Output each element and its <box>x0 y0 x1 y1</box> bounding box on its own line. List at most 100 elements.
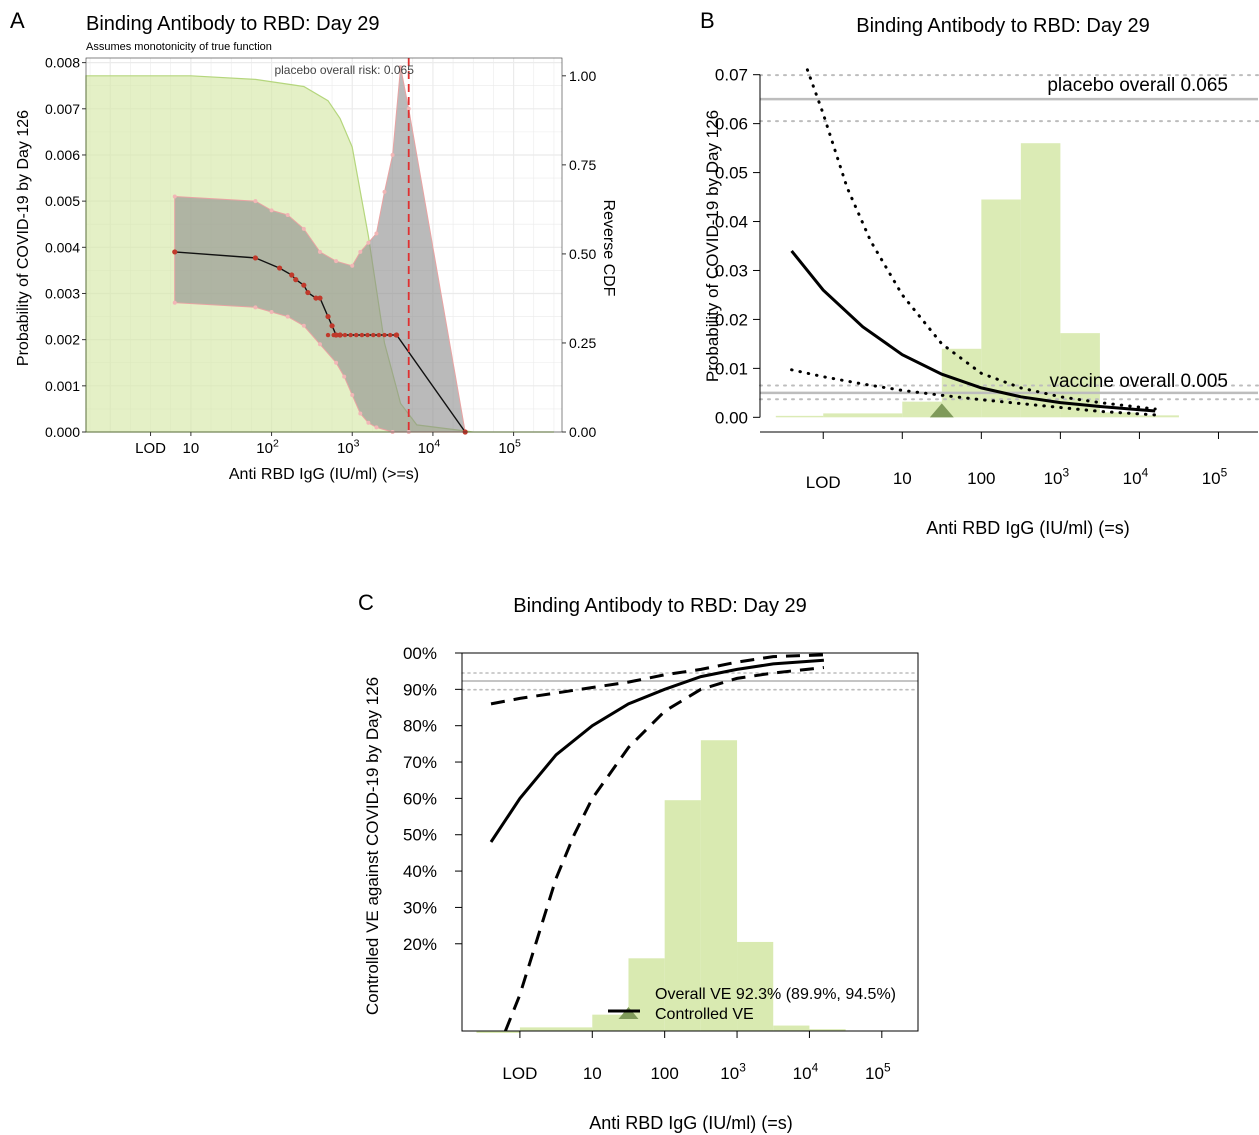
panel-c-y-tick-label: 40% <box>403 862 437 881</box>
panel-c-y-tick-label: 60% <box>403 789 437 808</box>
panel-c-x-tick-label: 103 <box>720 1060 746 1083</box>
panel-a-estimate-point <box>371 332 376 338</box>
panel-a-y-tick-label: 0.002 <box>45 332 80 348</box>
panel-a-ci-upper-point <box>172 194 177 199</box>
panel-a-estimate-point <box>337 332 342 338</box>
panel-a-ci-lower-point <box>301 323 306 328</box>
panel-a-ci-lower-point <box>374 425 379 430</box>
panel-a-ci-lower-point <box>317 342 322 347</box>
panel-a-estimate-point <box>313 295 319 301</box>
panel-b-letter: B <box>700 8 715 33</box>
panel-c-histogram-bar <box>519 1027 593 1031</box>
panel-a-estimate-point <box>329 323 335 329</box>
panel-c-y-tick-label: 70% <box>403 753 437 772</box>
panel-b-median-marker <box>929 403 954 418</box>
panel-c-border <box>461 652 919 1032</box>
panel-a-y-tick-label: 0.001 <box>45 378 80 394</box>
panel-a-estimate-point <box>348 332 353 338</box>
panel-a-ci-upper-point <box>317 249 322 254</box>
panel-c-y-tick-label: 50% <box>403 826 437 845</box>
panel-a-estimate-point <box>289 272 295 278</box>
panel-c-ci-upper-line <box>490 653 824 706</box>
panel-b-histogram-bar <box>823 413 903 418</box>
panel-a-estimate-point <box>305 289 311 296</box>
panel-b-ylabel: Probability of COVID-19 by Day 126 <box>703 110 722 382</box>
panel-a-ci-lower-point <box>334 360 339 365</box>
panel-a-y-tick-label: 0.004 <box>45 239 80 255</box>
panel-b-y-tick-label: 0.05 <box>715 164 748 183</box>
panel-b-x-tick-label: 104 <box>1123 465 1149 488</box>
panel-a-estimate-point <box>387 332 393 338</box>
panel-a-ci-upper-point <box>366 240 371 245</box>
panel-c-ylabel: Controlled VE against COVID-19 by Day 12… <box>363 677 382 1015</box>
panel-b-x-tick-label: 10 <box>893 469 912 488</box>
panel-a-estimate-point <box>277 265 283 271</box>
panel-b-histogram-bar <box>1099 412 1140 418</box>
panel-a-border <box>85 57 563 433</box>
panel-c-histogram-bar <box>700 740 738 1031</box>
panel-a-y2-tick-label: 0.25 <box>569 335 596 351</box>
panel-b-vaccine-label: vaccine overall 0.005 <box>1050 371 1229 392</box>
panel-a-letter: A <box>10 8 25 33</box>
panel-c-xlabel: Anti RBD IgG (IU/ml) (=s) <box>589 1113 793 1133</box>
panel-b-ci-lower-line <box>790 368 1157 417</box>
panel-a-ci-upper-point <box>374 231 379 236</box>
panel-c-y-tick-label: 30% <box>403 898 437 917</box>
panel-b-y-tick-label: 0.04 <box>715 213 748 232</box>
panel-a-estimate-point <box>354 332 359 338</box>
panel-c-histogram-bar <box>773 1025 810 1031</box>
panel-a-y-tick-label: 0.007 <box>45 101 80 117</box>
panel-b-y-tick-label: 0.00 <box>715 408 748 427</box>
panel-a-x-tick-label: 103 <box>337 437 360 457</box>
panel-a-ci-lower-point <box>358 411 363 416</box>
panel-a-estimate-point <box>359 332 365 338</box>
panel-a-estimate-point <box>365 332 370 338</box>
panel-b-histogram-bar <box>941 348 982 418</box>
panel-a-estimate-point <box>331 332 336 338</box>
panel-a-x-tick-label: 102 <box>256 437 279 457</box>
panel-c-y-tick-label: 90% <box>403 680 437 699</box>
panel-c-legend-overall: Overall VE 92.3% (89.9%, 94.5%) <box>655 986 896 1003</box>
panel-a-y-tick-label: 0.008 <box>45 55 80 71</box>
panel-c-histogram-bar <box>664 800 701 1031</box>
panel-b-histogram-bar <box>902 401 942 418</box>
panel-a-ci-upper-point <box>285 212 290 217</box>
panel-a-ci-upper-point <box>350 263 355 268</box>
panel-c-x-tick-label: 105 <box>865 1060 891 1083</box>
panel-a-y-tick-label: 0.000 <box>45 424 80 440</box>
panel-b-histogram-bar <box>775 415 824 418</box>
panel-b-histogram-bar <box>1020 143 1061 418</box>
panel-a-ci-lower-point <box>350 393 355 398</box>
panel-a-title: Binding Antibody to RBD: Day 29 <box>86 13 380 35</box>
panel-a-ci-upper-point <box>406 106 411 111</box>
panel-a-y2-tick-label: 0.75 <box>569 157 596 173</box>
panel-b-estimate-line <box>790 249 1156 413</box>
panel-c-histogram-bar <box>737 941 774 1031</box>
panel-b-xlabel: Anti RBD IgG (IU/ml) (=s) <box>926 518 1130 538</box>
panel-a-estimate-point <box>342 332 348 338</box>
panel-c-histogram-bar <box>809 1029 846 1032</box>
panel-a-ci-upper-point <box>334 259 339 264</box>
panel-b-histogram-bar <box>1139 415 1179 418</box>
panel-c-x-tick-label: 100 <box>650 1064 678 1083</box>
panel-c-estimate-line <box>489 658 825 843</box>
panel-a-y-tick-label: 0.005 <box>45 193 80 209</box>
panel-c: C Binding Antibody to RBD: Day 29 Overal… <box>358 590 919 1133</box>
panel-a-ci-upper-point <box>398 65 403 70</box>
panel-b-x-tick-label: 105 <box>1202 465 1228 488</box>
panel-a-x-tick-label: 105 <box>498 437 521 457</box>
panel-a-y-tick-label: 0.003 <box>45 285 80 301</box>
panel-a-ci-upper-point <box>358 249 363 254</box>
panel-a-estimate-point <box>376 332 382 338</box>
panel-c-y-tick-label: 20% <box>403 935 437 954</box>
panel-a-x-tick-label: 10 <box>183 440 200 457</box>
panel-c-x-tick-label: 104 <box>793 1060 819 1083</box>
panel-a-estimate-point <box>382 332 387 338</box>
panel-c-letter: C <box>358 590 374 615</box>
panel-a-estimate-point <box>172 249 178 255</box>
panel-b-x-tick-label: LOD <box>806 473 841 492</box>
panel-b-y-tick-label: 0.07 <box>715 66 748 85</box>
panel-a-x-tick-label: LOD <box>135 440 166 457</box>
panel-a-ci-lower-point <box>253 305 258 310</box>
